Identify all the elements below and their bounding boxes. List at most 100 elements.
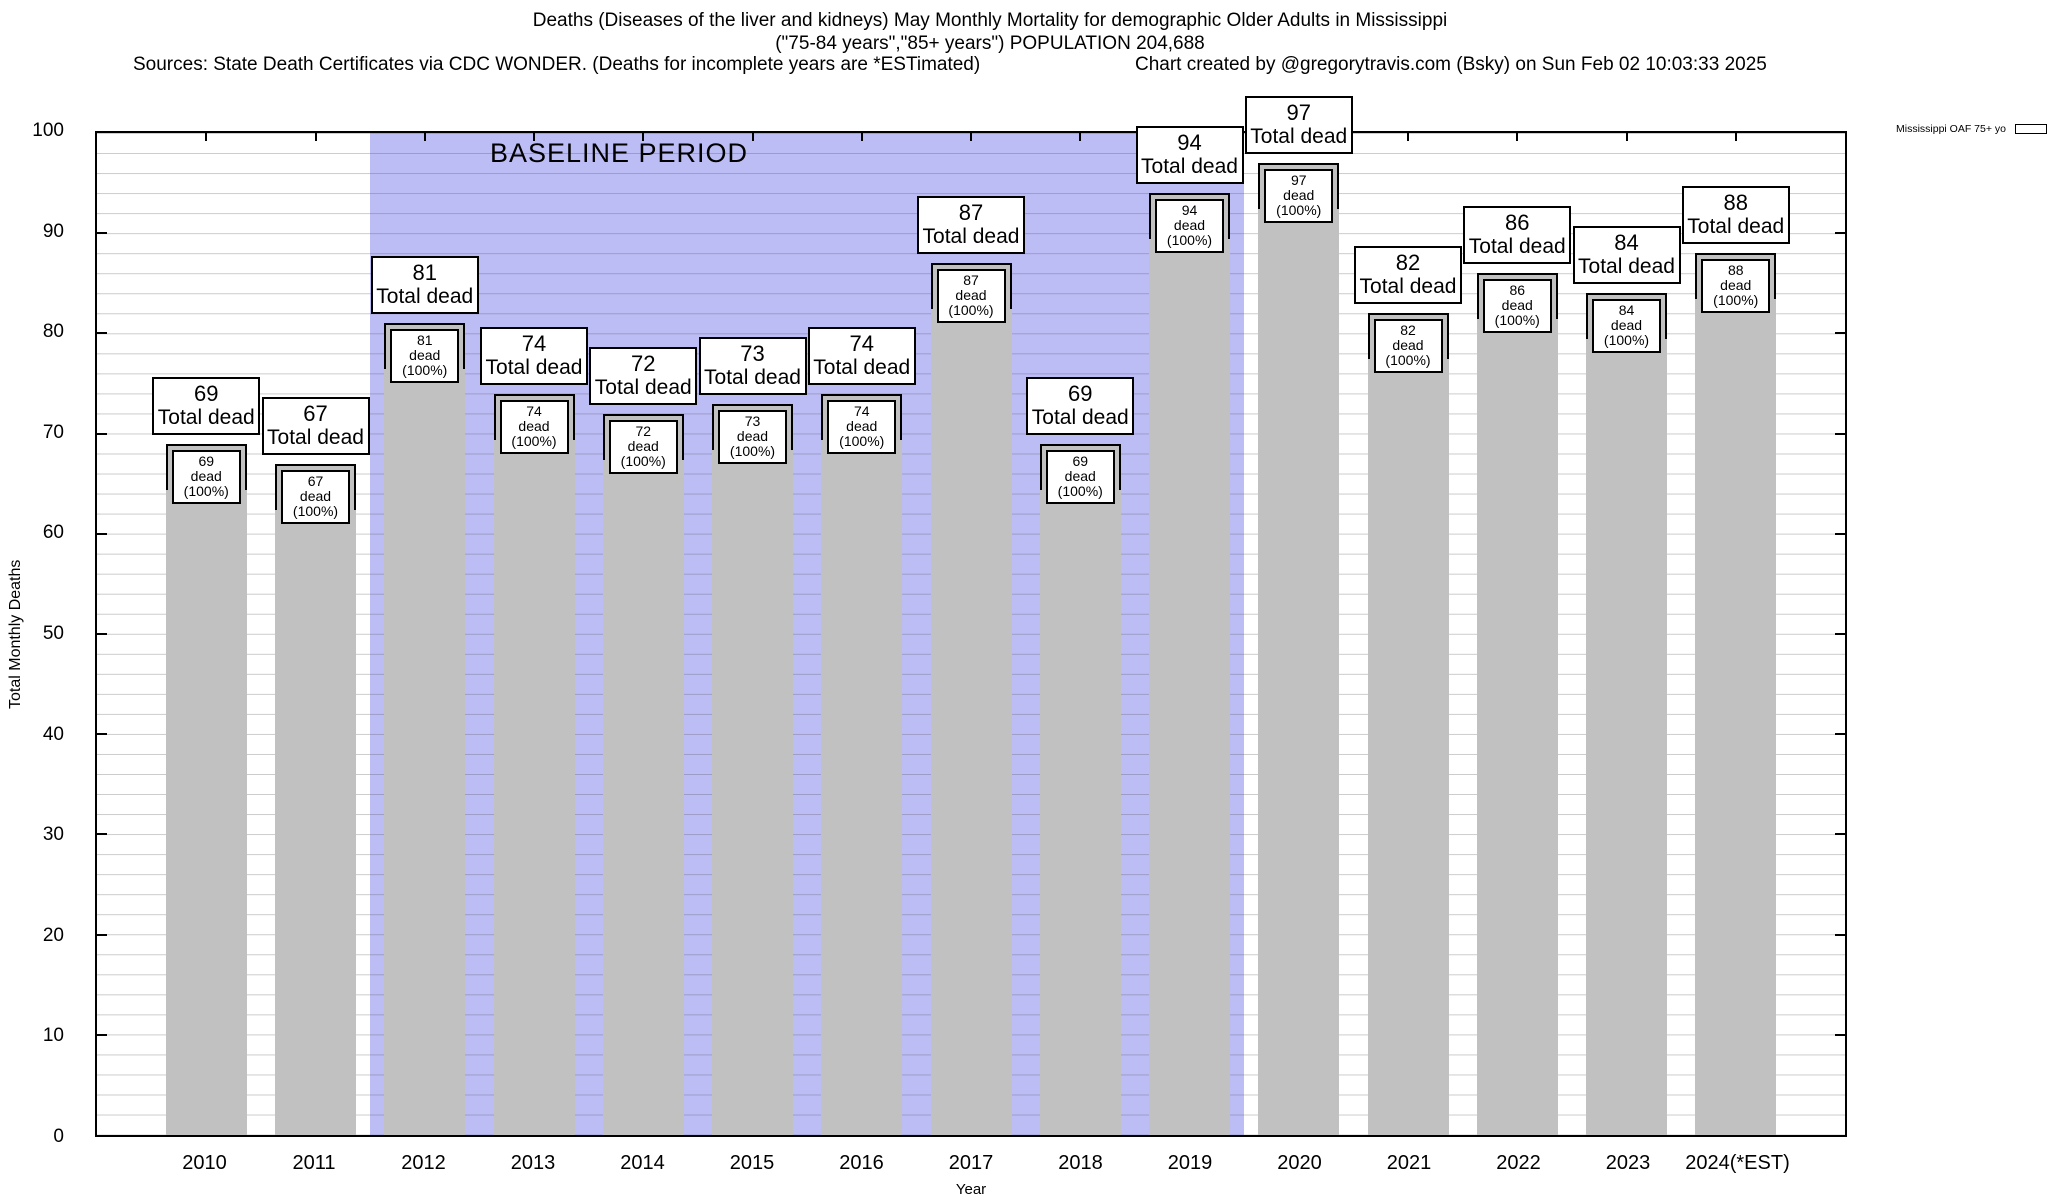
- x-tick-label: 2010: [182, 1152, 227, 1174]
- chart-title: Deaths (Diseases of the liver and kidney…: [532, 10, 1448, 31]
- bar-inner-value: 87: [963, 272, 979, 289]
- bar-inner-text: dead (100%): [511, 417, 557, 449]
- bar-group-2013: 74 dead (100%) 74 Total dead: [480, 326, 588, 1135]
- bar-group-2018: 69 dead (100%) 69 Total dead: [1026, 376, 1135, 1135]
- bar: 73 dead (100%): [712, 403, 793, 1135]
- bar-cap: 74 dead (100%): [493, 393, 575, 454]
- bar-inner-value: 74: [853, 402, 870, 419]
- bar-cap: 87 dead (100%): [930, 263, 1012, 324]
- bar-inner-text: dead (100%): [1494, 297, 1540, 329]
- bar-inner-text: dead (100%): [1166, 217, 1213, 249]
- y-tick-mark: [97, 432, 107, 435]
- bar-cap: 97 dead (100%): [1258, 163, 1340, 224]
- bar-inner-value: 69: [1072, 452, 1089, 469]
- bar-inner-text: dead (100%): [183, 467, 229, 499]
- x-tick-mark: [314, 133, 317, 141]
- bar-inner-label: 81 dead (100%): [390, 329, 460, 384]
- bar-group-2012: 81 dead (100%) 81 Total dead: [370, 256, 479, 1135]
- y-tick-mark: [1835, 833, 1845, 836]
- bar-inner-value: 67: [307, 472, 324, 489]
- bar: 86 dead (100%): [1476, 273, 1558, 1135]
- baseline-period-label: BASELINE PERIOD: [489, 138, 749, 168]
- bar-inner-label: 73 dead (100%): [718, 409, 787, 464]
- bar-total-box: 82 Total dead: [1354, 246, 1462, 305]
- bar-inner-text: dead (100%): [1276, 187, 1322, 219]
- x-tick-label: 2019: [1167, 1152, 1213, 1174]
- bar-total-box: 67 Total dead: [261, 396, 370, 455]
- bar-total-box: 74 Total dead: [480, 326, 588, 385]
- y-tick-label: 80: [42, 321, 64, 343]
- x-tick-label: 2024(*EST): [1685, 1152, 1790, 1174]
- bar-inner-value: 97: [1290, 172, 1307, 189]
- bar-inner-text: dead (100%): [292, 487, 339, 519]
- bar-cap: 67 dead (100%): [275, 463, 356, 524]
- y-tick-mark: [1835, 432, 1845, 435]
- bar-total-text: Total dead: [813, 355, 911, 379]
- bar-total-text: Total dead: [1031, 405, 1129, 429]
- bar-total-text: Total dead: [1250, 125, 1348, 149]
- x-tick-label: 2012: [401, 1152, 446, 1174]
- bar-total-box: 81 Total dead: [370, 256, 479, 315]
- bar-total-text: Total dead: [157, 405, 255, 429]
- y-tick-mark: [97, 733, 107, 736]
- x-tick-mark: [970, 133, 972, 141]
- bar-cap: 86 dead (100%): [1476, 273, 1558, 334]
- y-tick-label: 100: [32, 120, 64, 141]
- bar-inner-value: 94: [1181, 202, 1198, 219]
- bar-total-text: Total dead: [1687, 215, 1785, 239]
- bar-inner-label: 94 dead (100%): [1155, 199, 1224, 254]
- bar: 72 dead (100%): [602, 413, 684, 1135]
- bar-inner-text: dead (100%): [620, 437, 666, 469]
- x-tick-label: 2014: [620, 1152, 665, 1174]
- bar-group-2019: 94 dead (100%) 94 Total dead: [1135, 126, 1244, 1135]
- bar-inner-label: 69 dead (100%): [1045, 449, 1115, 504]
- x-tick-mark: [751, 133, 754, 141]
- bar-total-value: 72: [631, 350, 656, 376]
- chart-subtitle: ("75-84 years","85+ years") POPULATION 2…: [775, 33, 1205, 54]
- bar-total-value: 69: [194, 380, 219, 406]
- bar-inner-label: 67 dead (100%): [281, 469, 350, 524]
- bar-total-box: 97 Total dead: [1244, 96, 1353, 155]
- y-tick-mark: [97, 933, 107, 936]
- y-tick-label: 90: [42, 220, 64, 242]
- bar-inner-label: 84 dead (100%): [1592, 299, 1661, 354]
- bar-total-box: 69 Total dead: [1026, 376, 1135, 435]
- bar-inner-value: 88: [1727, 262, 1744, 279]
- y-tick-mark: [1835, 733, 1845, 736]
- y-tick-label: 50: [42, 623, 64, 644]
- y-axis-tick-labels: 0 10 20 30 40 50 60 70 80 90 100: [0, 120, 80, 1147]
- x-tick-mark: [1079, 133, 1082, 141]
- bar: 69 dead (100%): [1039, 443, 1121, 1135]
- bar: 74 dead (100%): [493, 393, 575, 1135]
- bar-total-value: 97: [1286, 100, 1311, 126]
- bar-cap: 94 dead (100%): [1149, 193, 1230, 254]
- bar-inner-label: 82 dead (100%): [1373, 319, 1443, 374]
- bar-total-text: Total dead: [267, 425, 364, 449]
- bar-group-2022: 86 dead (100%) 86 Total dead: [1463, 206, 1572, 1135]
- y-tick-mark: [1835, 532, 1845, 535]
- x-axis-title: Year: [955, 1181, 987, 1198]
- bar-group-2016: 74 dead (100%) 74 Total dead: [807, 326, 916, 1135]
- bar-inner-text: dead (100%): [948, 287, 994, 319]
- y-tick-label: 40: [42, 723, 64, 745]
- bar-group-2017: 87 dead (100%) 87 Total dead: [917, 196, 1025, 1135]
- bar: 67 dead (100%): [275, 463, 356, 1135]
- bar-total-value: 94: [1177, 130, 1202, 156]
- bar-group-2021: 82 dead (100%) 82 Total dead: [1354, 246, 1462, 1135]
- x-tick-label: 2016: [839, 1152, 884, 1174]
- y-tick-label: 10: [42, 1025, 64, 1047]
- bar-inner-label: 74 dead (100%): [827, 399, 897, 454]
- bar-cap: 74 dead (100%): [821, 393, 903, 454]
- bar-group-2014: 72 dead (100%) 72 Total dead: [589, 346, 698, 1135]
- bar-total-text: Total dead: [1359, 275, 1457, 299]
- y-tick-mark: [1835, 232, 1845, 235]
- bar: 84 dead (100%): [1586, 293, 1667, 1135]
- bar-inner-value: 72: [635, 422, 652, 439]
- y-tick-label: 70: [42, 421, 64, 443]
- bar-inner-label: 87 dead (100%): [936, 269, 1006, 324]
- bar: 88 dead (100%): [1695, 253, 1777, 1135]
- legend-label: Mississippi OAF 75+ yo: [1896, 123, 2006, 135]
- bar-total-text: Total dead: [1141, 155, 1238, 179]
- bar-group-2011: 67 dead (100%) 67 Total dead: [261, 396, 370, 1135]
- bar-inner-value: 81: [416, 332, 433, 349]
